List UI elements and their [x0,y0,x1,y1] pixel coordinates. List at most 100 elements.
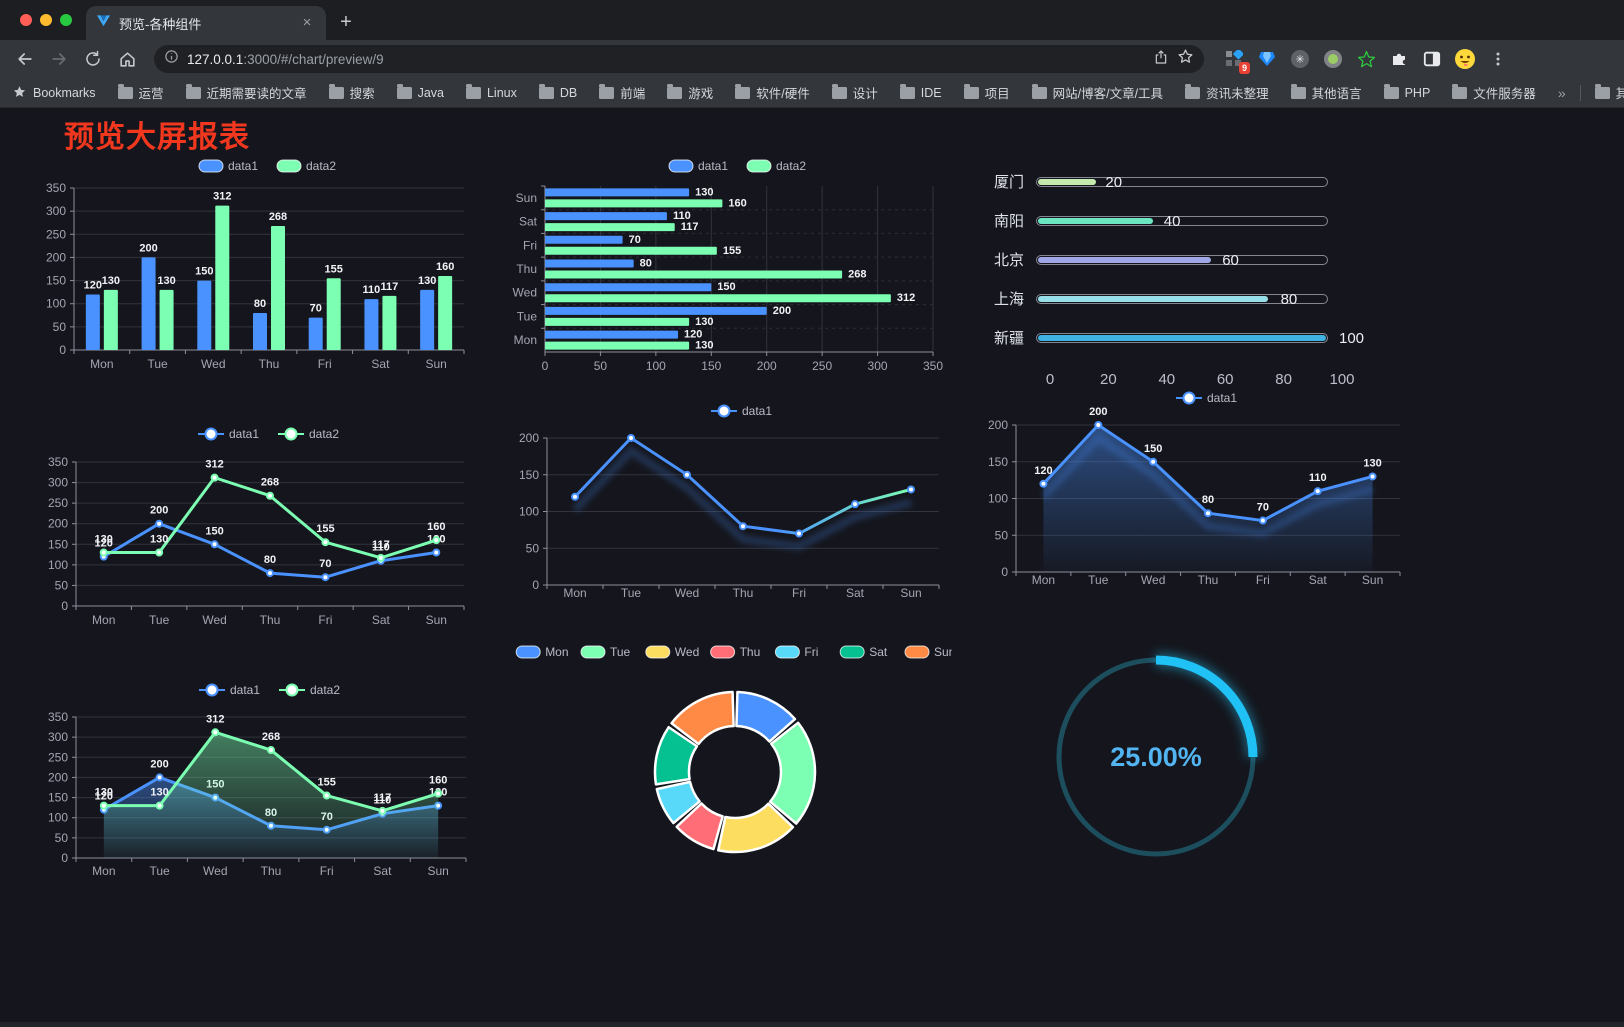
bookmark-item[interactable]: 前端 [599,83,645,102]
progress-row: 北京 60 [960,240,1425,279]
bookmark-item[interactable]: Java [396,84,444,100]
svg-text:150: 150 [48,537,68,551]
browser-tab[interactable]: 预览-各种组件 × [86,6,326,40]
svg-text:300: 300 [48,476,68,490]
progress-label: 北京 [993,252,1024,269]
svg-text:Sun: Sun [426,613,447,627]
svg-text:150: 150 [46,274,66,288]
bookmark-item[interactable]: 设计 [831,83,878,102]
svg-text:80: 80 [264,554,276,566]
svg-text:Fri: Fri [1256,573,1270,587]
site-info-icon[interactable] [164,49,179,69]
bookmark-item[interactable]: 软件/硬件 [735,83,810,102]
bookmarks-manager[interactable]: Bookmarks [12,85,96,100]
chart-line-gradient[interactable]: 0 50 100 150 200 Mon Tue Wed Thu Fri Sat Sun data1 [487,388,952,640]
progress-value: 100 [1339,329,1365,347]
extension-gem-icon[interactable] [1255,47,1279,71]
svg-text:130: 130 [1363,457,1381,469]
extension-star-icon[interactable] [1354,47,1378,71]
bookmark-item[interactable]: Linux [465,84,517,100]
window-minimize-button[interactable] [40,14,52,26]
folder-icon [1031,84,1047,99]
bookmark-item[interactable]: IDE [899,84,942,100]
profile-avatar[interactable] [1453,47,1477,71]
bookmark-item[interactable]: PHP [1383,84,1430,100]
folder-icon [599,84,615,99]
progress-fill [1038,178,1096,185]
svg-text:200: 200 [139,242,157,254]
chart-area-two-series[interactable]: 0 50 100 150 200 250 300 350 Mon Tue Wed Thu Fri Sat S… [14,640,479,916]
svg-text:Wed: Wed [675,586,699,600]
bookmark-item[interactable]: 文件服务器 [1452,83,1536,102]
svg-text:0: 0 [61,851,68,865]
bookmark-item[interactable]: DB [538,84,577,100]
extension-puzzle-icon[interactable] [1387,47,1411,71]
folder-icon [1185,84,1201,99]
extension-asterisk-icon[interactable]: ✳ [1288,47,1312,71]
svg-text:Thu: Thu [516,262,537,276]
new-tab-button[interactable]: + [340,11,352,33]
chart-area-single[interactable]: 0 50 100 150 200 Mon Tue Wed Thu Fri Sat Sun 120 200 1… [960,388,1425,640]
bookmark-item[interactable]: 其他语言 [1290,83,1362,102]
reload-button[interactable] [78,44,108,74]
svg-text:Sat: Sat [846,586,865,600]
address-bar[interactable]: 127.0.0.1:3000/#/chart/preview/9 [154,45,1204,73]
bookmarks-overflow-chevron[interactable]: » [1557,84,1566,101]
other-bookmarks[interactable]: 其他书签 [1594,83,1624,102]
bookmark-item[interactable]: 搜索 [328,83,375,102]
svg-text:110: 110 [673,210,691,222]
chart-donut[interactable]: Mon Tue Wed Thu Fri Sat Sun [487,640,955,916]
bookmark-item[interactable]: 运营 [117,83,164,102]
progress-row: 新疆 100 [960,318,1425,357]
progress-label: 上海 [993,291,1024,308]
svg-text:70: 70 [1257,502,1269,514]
progress-fill [1038,334,1326,341]
svg-text:Tue: Tue [149,613,170,627]
svg-text:data1: data1 [228,159,258,173]
chart-horizontal-bar[interactable]: 0 50 100 150 200 250 300 350 Mon 120 130 Tue 200 130 W… [487,152,952,388]
chart-progress-bars[interactable]: 厦门 20 南阳 40 北京 60 上海 80 新疆 100 0 20 40 60 80 100 [960,152,1425,389]
bookmark-item[interactable]: 项目 [963,83,1010,102]
menu-dots-icon[interactable] [1486,47,1510,71]
progress-track: 20 [1036,174,1328,191]
chart-grouped-bar[interactable]: 0 50 100 150 200 250 300 350 Mon Tue Wed Thu Fri Sat S… [14,152,479,388]
page-content: 预览大屏报表 0 50 100 150 200 250 300 350 Mon Tue Wed Thu… [0,108,1624,1027]
tab-close-icon[interactable]: × [302,14,312,31]
progress-value: 40 [1163,212,1181,230]
progress-value: 80 [1280,290,1298,308]
svg-text:130: 130 [150,534,168,546]
svg-text:268: 268 [269,211,287,223]
bookmark-star-icon[interactable] [1177,48,1194,70]
bookmark-item[interactable]: 游戏 [667,83,713,102]
side-panel-icon[interactable] [1420,47,1444,71]
chart-canvas: 0 50 100 150 200 250 300 350 Mon Tue Wed Thu Fri Sat S… [48,683,467,878]
svg-text:Tue: Tue [610,645,631,659]
progress-track: 60 [1036,252,1328,269]
browser-titlebar: 预览-各种组件 × + [0,0,1624,40]
svg-text:160: 160 [728,197,746,209]
svg-text:Thu: Thu [260,613,281,627]
bookmark-item[interactable]: 网站/博客/文章/工具 [1031,83,1163,102]
forward-button[interactable] [44,44,74,74]
bookmark-item[interactable]: 近期需要读的文章 [185,83,307,102]
share-icon[interactable] [1153,49,1169,70]
bookmark-item[interactable]: 资讯未整理 [1185,83,1269,102]
back-button[interactable] [10,44,40,74]
window-zoom-button[interactable] [60,14,72,26]
svg-text:200: 200 [150,758,168,770]
svg-text:120: 120 [684,329,702,341]
window-close-button[interactable] [20,14,32,26]
svg-text:100: 100 [519,505,539,519]
chart-line-two-series[interactable]: 0 50 100 150 200 250 300 350 Mon Tue Wed Thu Fri Sat S… [14,388,479,640]
progress-label: 厦门 [993,174,1024,191]
chart-gauge[interactable]: 25.00% [960,640,1425,916]
svg-text:250: 250 [46,227,66,241]
svg-text:350: 350 [48,710,68,724]
extension-dot-icon[interactable] [1321,47,1345,71]
svg-text:120: 120 [95,791,113,803]
folder-icon [465,84,481,99]
chart-canvas: Mon Tue Wed Thu Fri Sat Sun [515,645,955,854]
extension-grid-icon[interactable]: 9 [1222,47,1250,74]
home-button[interactable] [112,44,142,74]
